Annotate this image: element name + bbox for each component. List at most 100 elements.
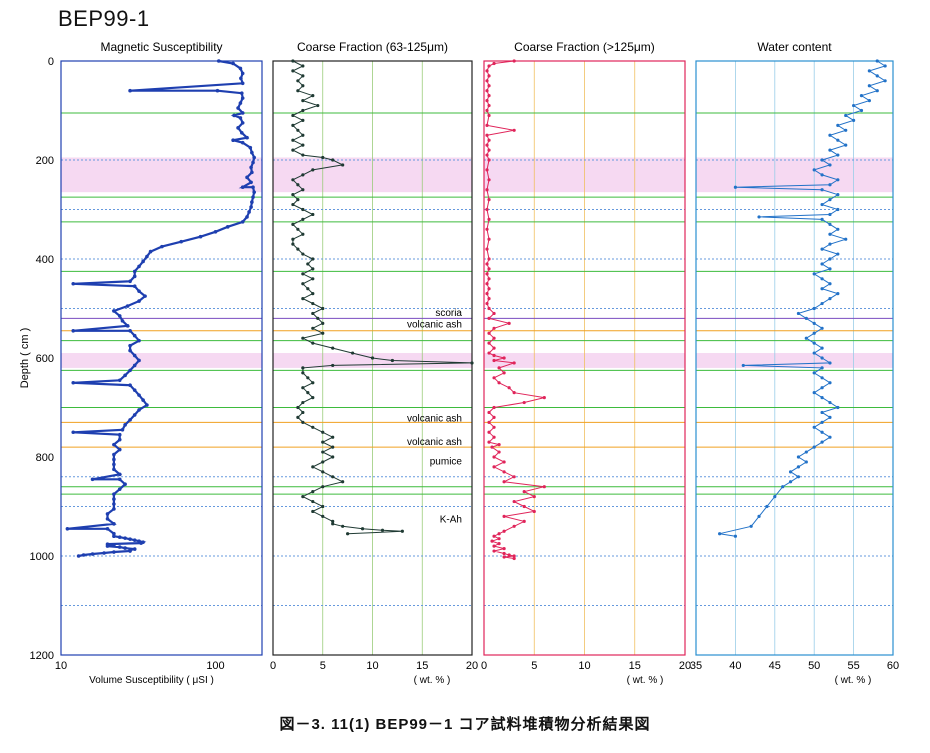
panel-title: Coarse Fraction (63-125μm) (297, 40, 448, 54)
data-point (485, 153, 489, 157)
data-point (249, 165, 253, 170)
data-point (301, 153, 305, 157)
data-point (820, 396, 824, 400)
data-point (301, 232, 305, 236)
data-point (250, 170, 254, 175)
panel-frame (60, 60, 263, 656)
data-point (502, 460, 506, 464)
data-point (137, 408, 141, 412)
data-point (71, 281, 76, 286)
data-point (311, 381, 315, 385)
x-tick-label: 100 (206, 660, 224, 672)
data-point (321, 470, 325, 474)
data-point (492, 353, 496, 358)
data-point (487, 351, 491, 355)
data-point (820, 326, 824, 330)
data-point (137, 289, 141, 293)
data-point (492, 544, 496, 548)
data-point (859, 94, 864, 98)
data-point (487, 138, 491, 142)
data-point (487, 420, 491, 424)
x-tick-label: 10 (578, 660, 590, 672)
data-point (301, 336, 305, 340)
data-point (485, 272, 489, 276)
data-point (132, 413, 137, 417)
data-point (301, 108, 305, 113)
data-point (105, 544, 110, 548)
data-point (296, 227, 300, 231)
data-point (215, 88, 220, 93)
data-point (492, 435, 496, 439)
data-point (331, 158, 335, 162)
data-point (148, 249, 153, 254)
data-point (485, 79, 489, 83)
data-point (836, 405, 840, 410)
data-point (812, 351, 816, 355)
data-point (240, 71, 245, 76)
data-point (65, 526, 70, 531)
data-point (820, 410, 824, 415)
data-point (321, 450, 325, 454)
data-point (487, 277, 491, 281)
data-point (867, 84, 871, 88)
data-point (820, 247, 824, 251)
data-point (123, 373, 127, 378)
data-point (828, 435, 832, 439)
data-point (128, 368, 132, 373)
data-point (812, 272, 816, 276)
data-point (836, 252, 840, 256)
panel-title: Coarse Fraction (>125μm) (514, 40, 655, 54)
data-point (507, 321, 511, 325)
data-point (497, 443, 501, 447)
data-point (765, 504, 769, 509)
data-point (820, 420, 824, 424)
data-point (112, 502, 116, 506)
data-point (828, 415, 832, 419)
data-point (301, 420, 305, 424)
data-point (512, 128, 516, 132)
data-point (820, 366, 824, 370)
data-point (120, 319, 125, 323)
data-point (883, 64, 887, 68)
data-point (360, 527, 365, 531)
data-point (81, 553, 86, 557)
data-point (301, 272, 305, 276)
panel-frame (272, 60, 473, 656)
data-point (301, 410, 305, 415)
data-point (492, 455, 496, 459)
data-point (112, 543, 116, 547)
x-tick-label: 5 (320, 660, 326, 672)
data-point (512, 59, 516, 63)
data-point (507, 553, 511, 557)
data-point (240, 140, 245, 145)
data-point (485, 99, 489, 103)
data-point (117, 447, 122, 452)
data-point (487, 257, 491, 261)
data-point (512, 391, 516, 395)
depth-tick-label: 600 (36, 353, 54, 365)
data-point (859, 108, 864, 113)
data-point (251, 160, 255, 165)
data-point (836, 153, 840, 157)
data-point (311, 425, 315, 429)
data-point (820, 173, 824, 177)
data-point (311, 396, 315, 400)
data-point (812, 168, 816, 172)
data-point (112, 457, 116, 462)
data-point (128, 343, 132, 348)
data-point (238, 116, 243, 120)
data-point (502, 371, 506, 375)
data-point (820, 202, 824, 207)
x-tick-label: 40 (729, 660, 741, 672)
data-point (216, 59, 221, 63)
data-point (112, 534, 116, 538)
x-tick-label: 20 (466, 660, 478, 672)
data-point (311, 212, 315, 217)
data-point (132, 363, 137, 368)
data-point (112, 467, 116, 472)
data-point (137, 338, 141, 343)
panel-frame (695, 60, 894, 656)
data-point (331, 363, 335, 368)
data-point (117, 437, 122, 442)
data-point (487, 440, 491, 444)
